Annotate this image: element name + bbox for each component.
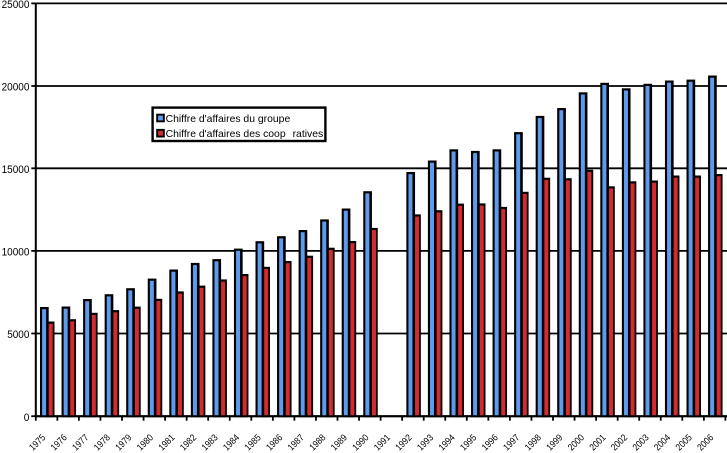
svg-text:10000: 10000 <box>2 247 30 259</box>
svg-text:Chiffre d'affaires du groupe: Chiffre d'affaires du groupe <box>166 114 291 125</box>
svg-text:0: 0 <box>24 412 30 424</box>
svg-text:Chiffre d'affaires des coop: Chiffre d'affaires des coop <box>166 129 286 140</box>
svg-text:20000: 20000 <box>2 82 30 94</box>
svg-text:15000: 15000 <box>2 164 30 176</box>
svg-text:25000: 25000 <box>2 0 30 11</box>
svg-text:ratives: ratives <box>293 129 324 140</box>
svg-text:5000: 5000 <box>7 329 29 341</box>
